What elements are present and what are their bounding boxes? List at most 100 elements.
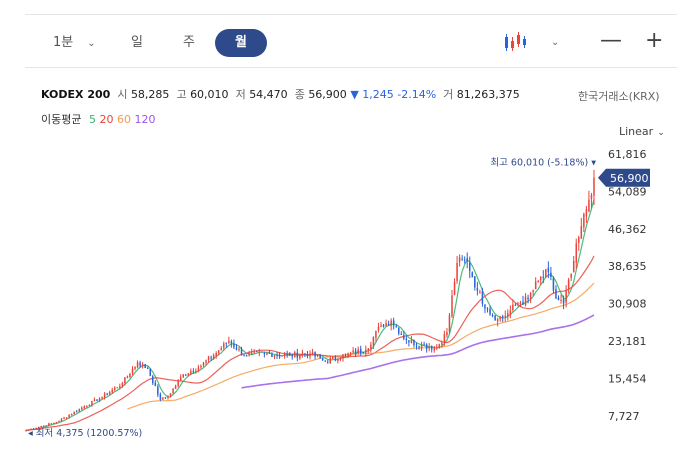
candle-body (354, 350, 357, 354)
candle-body (501, 316, 504, 318)
candle-body (233, 343, 235, 348)
period-tab-day[interactable]: 일 (131, 35, 143, 50)
candle-body (304, 354, 306, 356)
candle-body (524, 296, 527, 305)
candle-body (359, 348, 362, 353)
scale-mode-select[interactable]: Linear ⌄ (619, 125, 665, 138)
candle-body (342, 354, 344, 359)
candle-body (410, 339, 413, 344)
candle-body (283, 353, 286, 356)
candle-body (428, 347, 430, 349)
zoom-in-button[interactable]: + (645, 28, 664, 53)
high-label: 고 (176, 88, 187, 101)
ma-legend-label: 이동평균 (41, 113, 82, 126)
price-axis: 61,816 54,089 46,362 38,635 30,908 23,181 15,4… (598, 148, 650, 423)
zoom-out-button[interactable]: — (600, 28, 622, 53)
candle-body (106, 393, 108, 395)
candle-body (235, 347, 238, 350)
candle-body (197, 367, 200, 372)
candle-body (177, 380, 179, 386)
candle-body (484, 304, 486, 309)
y-tick-label: 61,816 (608, 148, 647, 161)
candle-body (420, 345, 423, 348)
candle-body (278, 355, 281, 357)
candle-body (458, 257, 461, 262)
candle-body (575, 243, 578, 263)
candle-body (48, 423, 50, 426)
period-tab-month[interactable]: 월 (215, 29, 267, 57)
candle-body (375, 331, 377, 339)
y-tick-label: 15,454 (608, 372, 647, 385)
moving-average-lines (25, 198, 595, 431)
candle-body (258, 351, 261, 353)
candle-body (324, 360, 326, 362)
candle-body (179, 377, 182, 381)
candle-body (240, 349, 243, 356)
candle-body (255, 350, 258, 352)
ma-legend-period-120[interactable]: 120 (134, 113, 156, 126)
candle-body (578, 237, 580, 243)
candle-body (141, 364, 144, 367)
candle-body (70, 414, 73, 416)
candle-body (301, 353, 304, 355)
candle-body (81, 407, 83, 410)
candle-body (481, 291, 484, 304)
candle-body (139, 362, 141, 366)
ma-legend-period-20[interactable]: 20 (99, 113, 114, 126)
y-tick-label: 54,089 (608, 185, 647, 198)
candle-body (190, 371, 192, 374)
candle-body (103, 393, 106, 398)
candle-body (585, 209, 588, 217)
ma-legend-period-5[interactable]: 5 (88, 113, 96, 126)
candle-body (288, 353, 291, 356)
candle-body (162, 397, 164, 400)
candle-body (479, 291, 481, 293)
candle-body (271, 354, 273, 357)
interval-select[interactable]: 1분 ⌄ (53, 29, 96, 57)
chart-type-chevron-icon[interactable]: ⌄ (551, 37, 560, 48)
candle-body (367, 348, 370, 351)
candle-body (560, 300, 562, 302)
candle-body (68, 414, 70, 418)
chevron-down-icon: ⌄ (87, 38, 96, 49)
candle-body (321, 358, 324, 361)
candle-body (27, 429, 30, 431)
y-tick-label: 46,362 (608, 223, 647, 236)
candle-body (357, 349, 359, 354)
candle-body (121, 382, 124, 386)
ma-legend-period-60[interactable]: 60 (116, 113, 131, 126)
candle-body (174, 385, 177, 389)
candle-body (167, 396, 169, 398)
period-tab-week[interactable]: 주 (183, 35, 195, 50)
candle-body (225, 342, 228, 344)
candle-body (565, 290, 567, 303)
candle-body (215, 352, 217, 356)
candle-body (108, 392, 111, 395)
candle-body (152, 376, 154, 384)
candle-body (144, 364, 146, 369)
candle-body (210, 357, 212, 359)
candle-body (124, 377, 126, 384)
candle-body (119, 386, 121, 388)
low-value: 54,470 (249, 88, 288, 101)
candle-body (286, 353, 288, 355)
candle-body (377, 326, 380, 331)
candle-body (382, 324, 385, 327)
candle-body (83, 406, 86, 408)
low-marker-label: ◂ 최저 4,375 (1200.57%) (28, 428, 142, 439)
candle-body (73, 411, 75, 415)
candle-body (217, 350, 220, 354)
candle-body (425, 344, 428, 349)
candle-body (408, 340, 410, 343)
candle-body (228, 340, 230, 343)
candle-body (40, 426, 42, 428)
price-chart[interactable]: 61,816 54,089 46,362 38,635 30,908 23,181 15,4… (0, 140, 698, 450)
candle-body (86, 405, 88, 407)
candle-body (509, 310, 512, 315)
candle-body (405, 338, 408, 340)
chart-type-button[interactable] (503, 31, 527, 59)
candle-body (294, 352, 296, 357)
candle-body (415, 344, 418, 346)
ma-legend: 이동평균 5 20 60 120 (41, 111, 155, 127)
candle-body (593, 177, 595, 196)
